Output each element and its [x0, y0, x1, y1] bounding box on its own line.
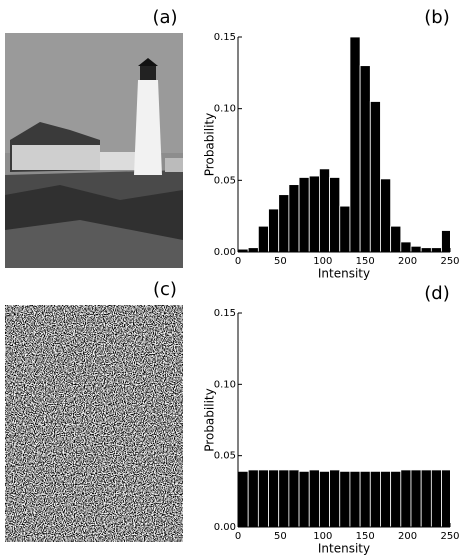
- plot: [238, 37, 450, 252]
- y-tick-label: 0.05: [214, 175, 236, 186]
- photo-encrypted: [5, 305, 183, 542]
- bar: [238, 470, 249, 527]
- panel-label: (c): [153, 279, 177, 300]
- bar: [247, 247, 259, 252]
- bar: [441, 230, 450, 252]
- plot: [238, 469, 450, 527]
- y-axis-label: Probability: [203, 388, 217, 451]
- bar: [308, 469, 320, 527]
- bar: [288, 469, 300, 527]
- bar: [319, 168, 330, 252]
- x-tick-label: 50: [274, 256, 287, 267]
- y-tick-label: 0.00: [214, 247, 236, 258]
- x-tick-label: 0: [235, 531, 241, 542]
- bar: [339, 205, 351, 252]
- x-axis-label: Intensity: [318, 542, 370, 556]
- bar: [441, 469, 450, 527]
- bar: [298, 177, 310, 252]
- x-tick-label: 200: [398, 256, 417, 267]
- photo-lighthouse: [5, 33, 183, 268]
- bar: [257, 225, 269, 252]
- bar: [430, 247, 442, 252]
- bar: [349, 470, 361, 527]
- bar: [329, 177, 341, 252]
- bar: [359, 65, 371, 252]
- x-tick-label: 200: [398, 531, 417, 542]
- bar: [390, 470, 402, 527]
- bar: [369, 470, 381, 527]
- bar: [400, 469, 412, 527]
- bar: [339, 470, 351, 527]
- bar: [278, 194, 290, 252]
- bar: [349, 37, 361, 252]
- bar: [247, 469, 259, 527]
- bar: [380, 178, 392, 252]
- y-tick-label: 0.05: [214, 451, 236, 462]
- x-tick-label: 150: [356, 256, 375, 267]
- x-tick-label: 250: [440, 256, 459, 267]
- bar: [278, 469, 290, 527]
- bar: [268, 469, 280, 527]
- x-tick-label: 100: [313, 531, 332, 542]
- bar: [308, 175, 320, 252]
- y-tick-label: 0.15: [214, 308, 236, 319]
- panel-label: (d): [424, 283, 449, 304]
- bar: [410, 469, 422, 527]
- x-tick-label: 250: [440, 531, 459, 542]
- x-tick-label: 50: [274, 531, 287, 542]
- y-tick-label: 0.00: [214, 522, 236, 533]
- bar: [288, 184, 300, 252]
- bar: [430, 469, 442, 527]
- bar: [420, 247, 432, 252]
- x-axis-label: Intensity: [318, 267, 370, 281]
- bar: [359, 470, 371, 527]
- y-tick-label: 0.15: [214, 32, 236, 43]
- x-tick-label: 100: [313, 256, 332, 267]
- bar: [390, 225, 402, 252]
- panel-label: (b): [424, 7, 449, 28]
- bar: [420, 469, 432, 527]
- bar: [380, 470, 392, 527]
- bar: [268, 208, 280, 252]
- bar: [298, 470, 310, 527]
- bar: [319, 470, 330, 527]
- bar: [410, 245, 422, 252]
- bar: [369, 101, 381, 252]
- bar: [257, 469, 269, 527]
- y-tick-label: 0.10: [214, 379, 236, 390]
- y-tick-label: 0.10: [214, 104, 236, 115]
- panel-label: (a): [152, 7, 177, 28]
- x-tick-label: 0: [235, 256, 241, 267]
- bar: [329, 469, 341, 527]
- x-tick-label: 150: [356, 531, 375, 542]
- bar: [400, 241, 412, 252]
- y-axis-label: Probability: [203, 113, 217, 176]
